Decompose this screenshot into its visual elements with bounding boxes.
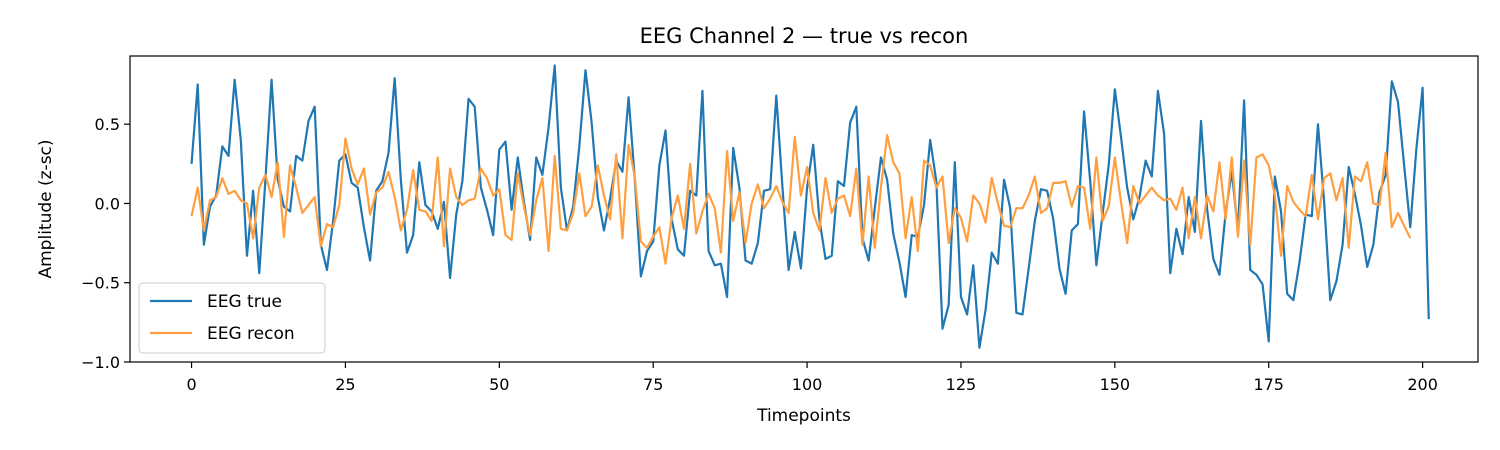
x-tick-label: 150	[1100, 375, 1131, 394]
series-line-eeg-recon	[190, 134, 1412, 265]
x-tick-label: 50	[489, 375, 509, 394]
x-tick-label: 75	[643, 375, 663, 394]
chart-title: EEG Channel 2 — true vs recon	[640, 24, 969, 48]
y-tick-label: −0.5	[81, 274, 120, 293]
x-axis: 0 25 50 75 100 125 150 175 200	[186, 362, 1438, 394]
series-line-eeg-true	[190, 64, 1430, 349]
x-tick-label: 0	[186, 375, 196, 394]
plot-frame	[129, 55, 1479, 363]
legend-label-eeg-true: EEG true	[207, 292, 282, 312]
y-tick-label: 0.5	[95, 115, 120, 134]
legend: EEG true EEG recon	[138, 282, 326, 354]
x-tick-label: 175	[1253, 375, 1284, 394]
x-tick-label: 25	[335, 375, 355, 394]
x-tick-label: 100	[792, 375, 823, 394]
legend-label-eeg-recon: EEG recon	[207, 324, 295, 344]
x-tick-label: 125	[946, 375, 977, 394]
plot-lines	[190, 64, 1430, 349]
y-axis: −1.0 −0.5 0.0 0.5	[81, 115, 130, 372]
x-axis-title: Timepoints	[756, 406, 851, 426]
y-axis-title: Amplitude (z-sc)	[36, 139, 56, 278]
x-tick-label: 200	[1407, 375, 1438, 394]
y-tick-label: −1.0	[81, 353, 120, 372]
y-tick-label: 0.0	[95, 194, 120, 213]
